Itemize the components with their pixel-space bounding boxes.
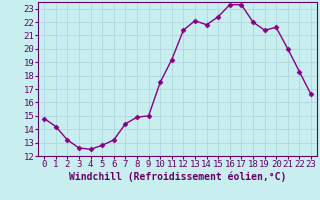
- X-axis label: Windchill (Refroidissement éolien,°C): Windchill (Refroidissement éolien,°C): [69, 172, 286, 182]
